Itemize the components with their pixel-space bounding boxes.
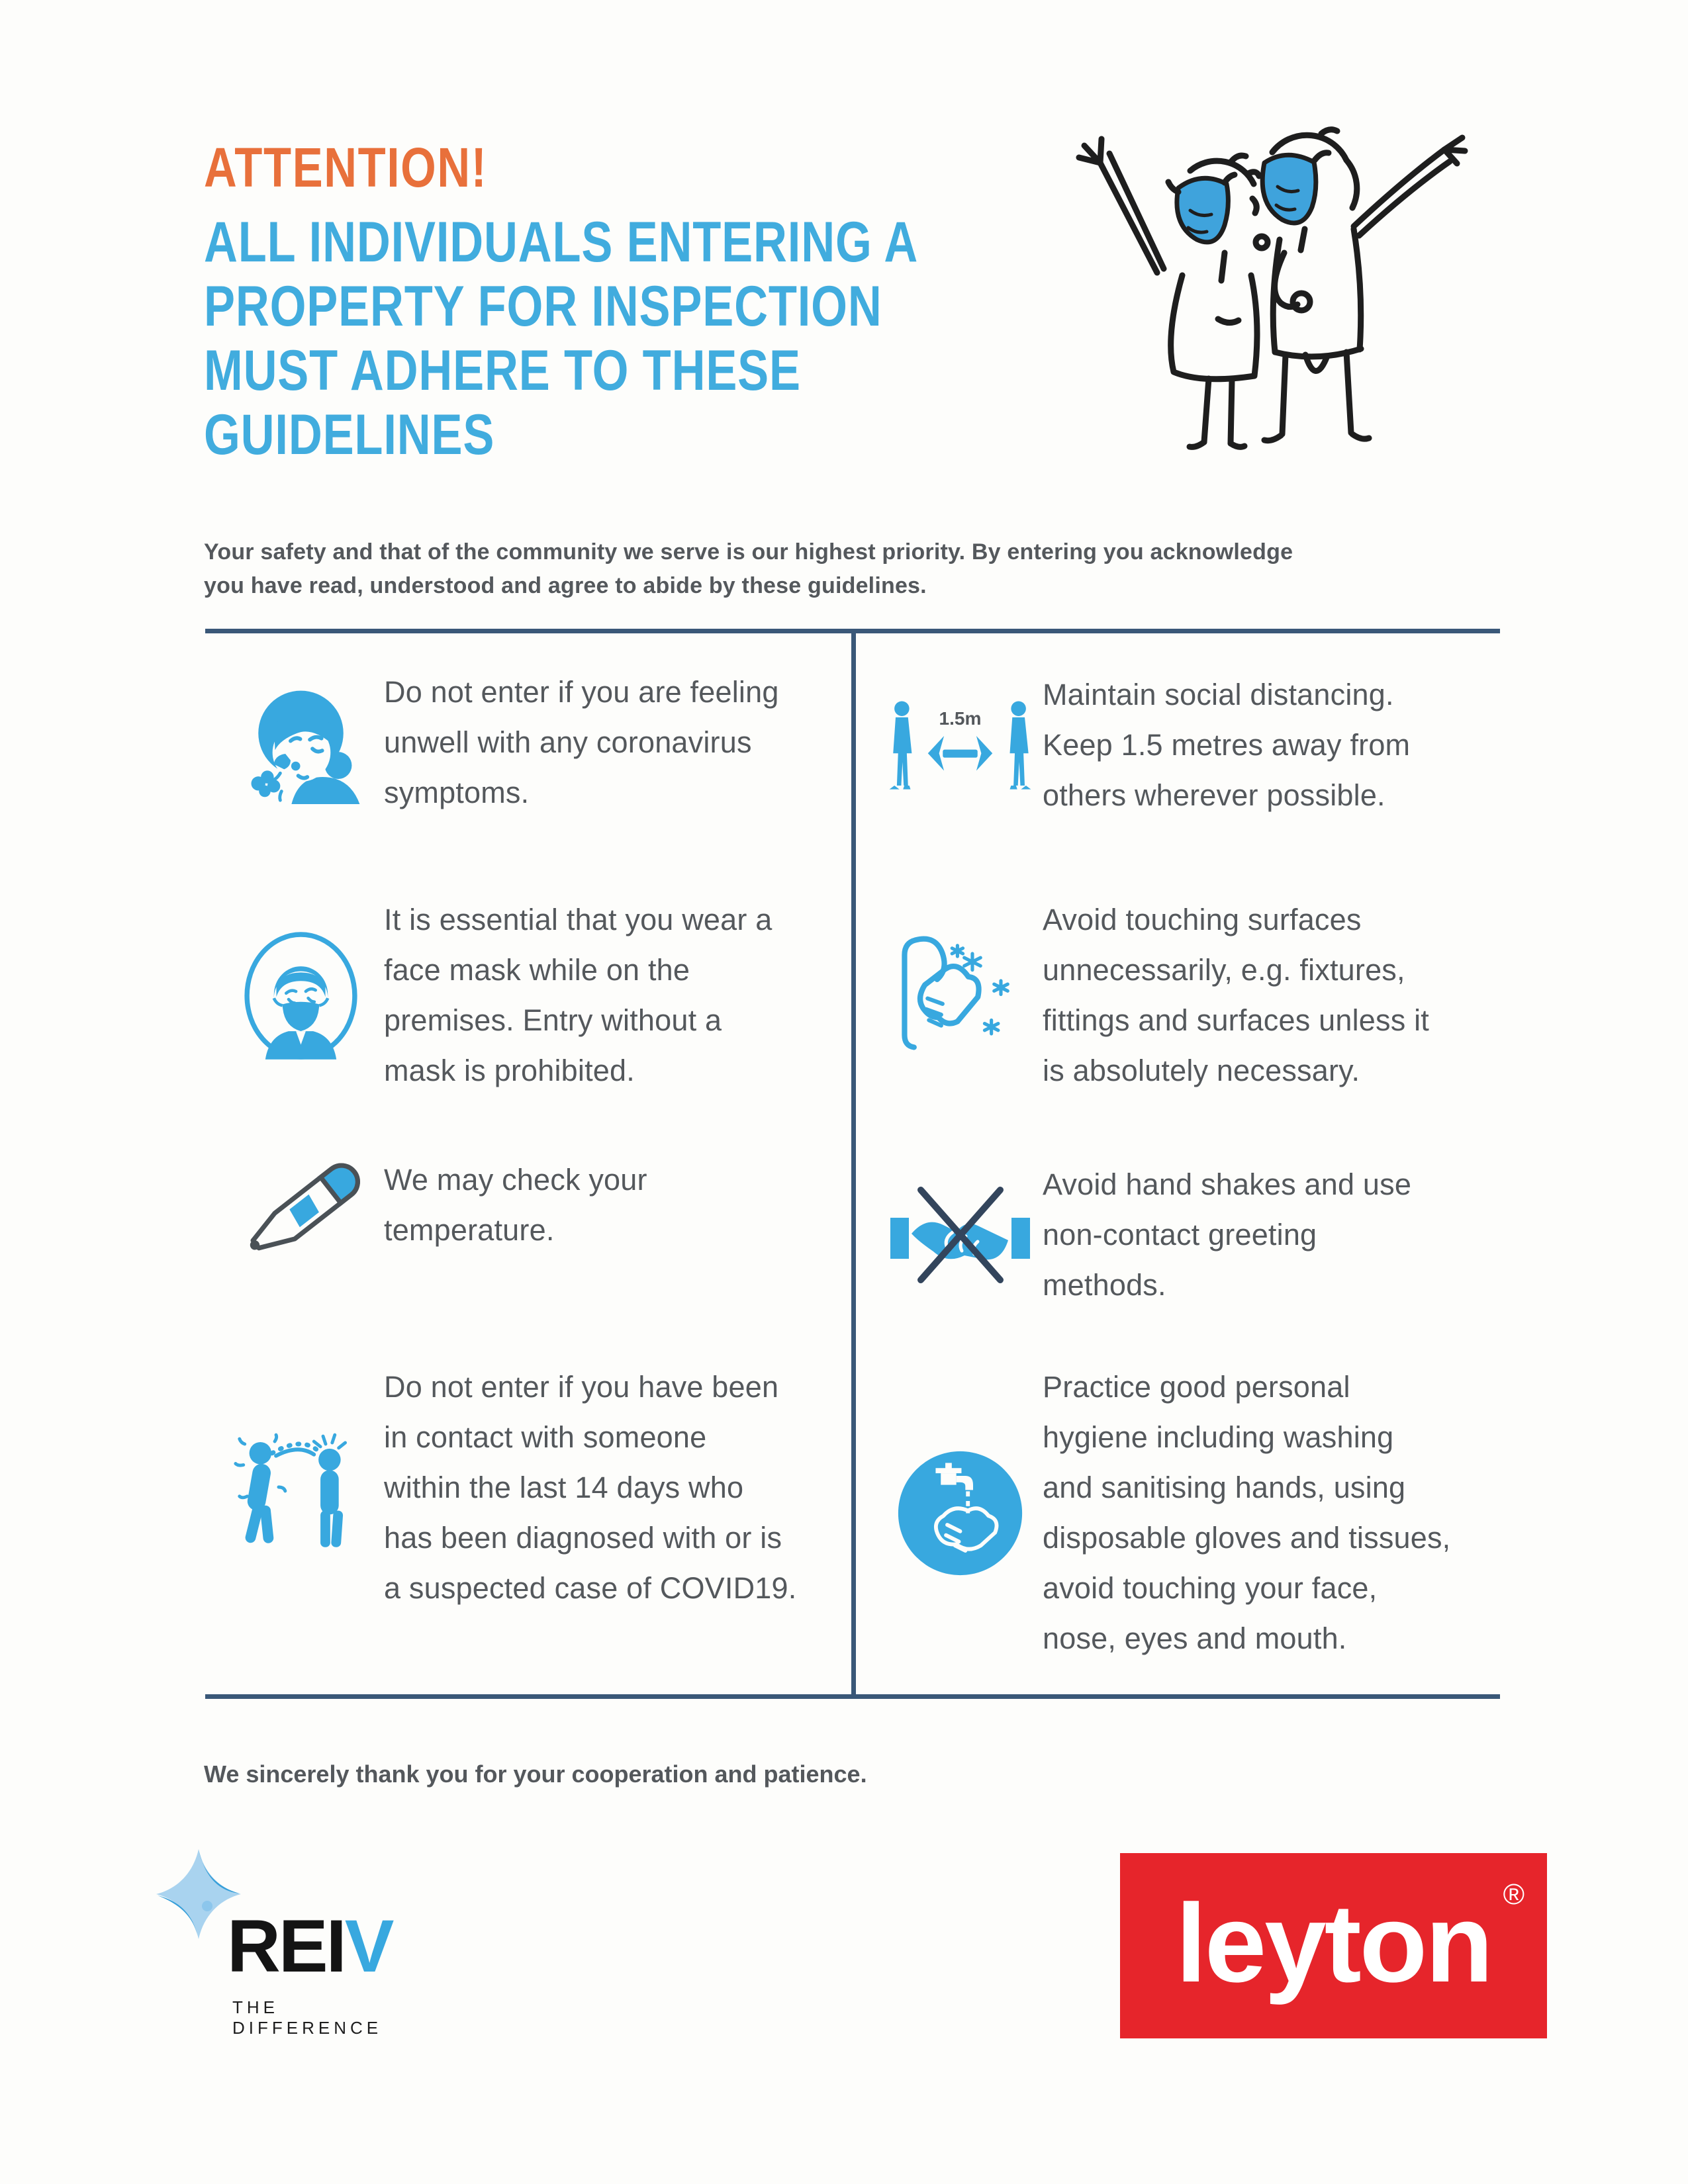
page-title: ALL INDIVIDUALS ENTERING A PROPERTY FOR … [204,210,919,467]
guideline-item: Avoid hand shakes and use non-contact gr… [886,1160,1511,1310]
registered-trademark-icon: ® [1503,1878,1524,1911]
guideline-item: It is essential that you wear a face mas… [230,895,846,1096]
leyton-wordmark: leyton [1176,1881,1493,2005]
guideline-item: Avoid touching surfaces unnecessarily, e… [886,895,1511,1096]
avoid-touching-icon [902,936,1009,1050]
icon-box [886,1181,1035,1290]
guideline-text: Maintain social distancing. Keep 1.5 met… [1043,678,1411,812]
reiv-tagline: THE DIFFERENCE [232,1997,383,2038]
guideline-text: Do not enter if you are feeling unwell w… [384,675,779,809]
guideline-item: Do not enter if you have been in contact… [230,1362,846,1614]
contact-alert-icon [234,1433,348,1547]
icon-box [886,1449,1035,1578]
guideline-text: Practice good personal hygiene including… [1043,1370,1451,1655]
icon-box [230,682,371,804]
distance-label: 1.5m [939,708,981,729]
no-handshake-icon [890,1186,1030,1283]
icon-box [886,928,1035,1064]
reiv-rei: REI [227,1905,347,1987]
hand-washing-icon [898,1451,1023,1575]
icon-box [230,1424,371,1553]
grid-column-divider [851,629,856,1699]
thermometer-icon [250,1163,360,1251]
reiv-wordmark: REIV [227,1903,395,1989]
guideline-item: Do not enter if you are feeling unwell w… [230,667,846,818]
leyton-logo: leyton ® [1120,1853,1547,2038]
attention-title: ATTENTION! [204,136,488,199]
masked-people-illustration [1076,126,1468,450]
sneezing-person-icon [251,690,359,804]
reiv-v: V [344,1905,395,1987]
guideline-item: Practice good personal hygiene including… [886,1362,1511,1664]
thanks-text: We sincerely thank you for your cooperat… [204,1760,867,1788]
guideline-text: Avoid touching surfaces unnecessarily, e… [1043,903,1429,1087]
guideline-text: Avoid hand shakes and use non-contact gr… [1043,1167,1412,1302]
icon-box [230,928,371,1064]
reiv-star-icon [156,1849,241,1939]
guideline-item: We may check your temperature. [230,1137,846,1273]
intro-text: Your safety and that of the community we… [204,539,1293,598]
reiv-logo: REIV THE DIFFERENCE [149,1840,427,2038]
social-distance-icon: 1.5m [889,700,1031,790]
icon-box: 1.5m [886,684,1035,807]
icon-box [230,1137,371,1273]
guideline-item: 1.5m Maintain social distancing. Keep 1.… [886,670,1511,821]
guideline-text: Do not enter if you have been in contact… [384,1370,797,1605]
guideline-text: We may check your temperature. [384,1162,647,1247]
face-mask-icon [244,931,357,1060]
guideline-text: It is essential that you wear a face mas… [384,903,773,1087]
